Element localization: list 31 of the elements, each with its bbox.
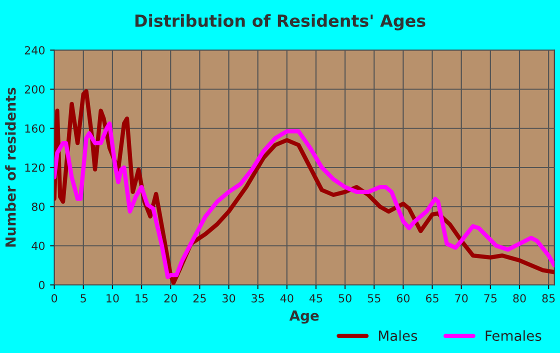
x-tick-label: 25 xyxy=(193,294,206,302)
y-tick-label: 160 xyxy=(25,124,45,133)
y-tick-label: 120 xyxy=(25,163,45,172)
x-tick-label: 40 xyxy=(280,294,294,302)
legend-label: Females xyxy=(486,330,542,341)
y-axis-title: Number of residents xyxy=(5,88,16,247)
x-tick-label: 85 xyxy=(542,294,555,302)
x-tick-label: 15 xyxy=(136,294,148,302)
legend-label: Males xyxy=(379,330,418,341)
x-tick-label: 75 xyxy=(484,294,497,302)
x-tick-label: 50 xyxy=(338,294,352,302)
x-tick-label: 45 xyxy=(309,294,322,302)
x-tick-label: 35 xyxy=(252,294,264,302)
y-tick-label: 80 xyxy=(32,202,45,211)
y-tick-label: 0 xyxy=(38,280,45,290)
x-tick-label: 5 xyxy=(80,294,86,302)
y-tick-label: 200 xyxy=(24,85,45,94)
y-tick-label: 40 xyxy=(32,242,45,250)
x-tick-label: 65 xyxy=(426,294,438,302)
x-tick-label: 70 xyxy=(455,294,468,302)
x-tick-label: 30 xyxy=(222,294,236,302)
x-tick-label: 60 xyxy=(396,294,410,302)
x-tick-label: 55 xyxy=(368,294,380,302)
x-tick-label: 80 xyxy=(513,294,526,302)
x-tick-label: 20 xyxy=(164,294,177,302)
x-tick-label: 10 xyxy=(106,294,119,302)
chart-title: Distribution of Residents' Ages xyxy=(135,14,426,30)
x-tick-label: 0 xyxy=(52,294,58,302)
x-axis-title: Age xyxy=(289,310,319,324)
line-series xyxy=(54,121,554,280)
y-tick-label: 240 xyxy=(24,46,45,55)
